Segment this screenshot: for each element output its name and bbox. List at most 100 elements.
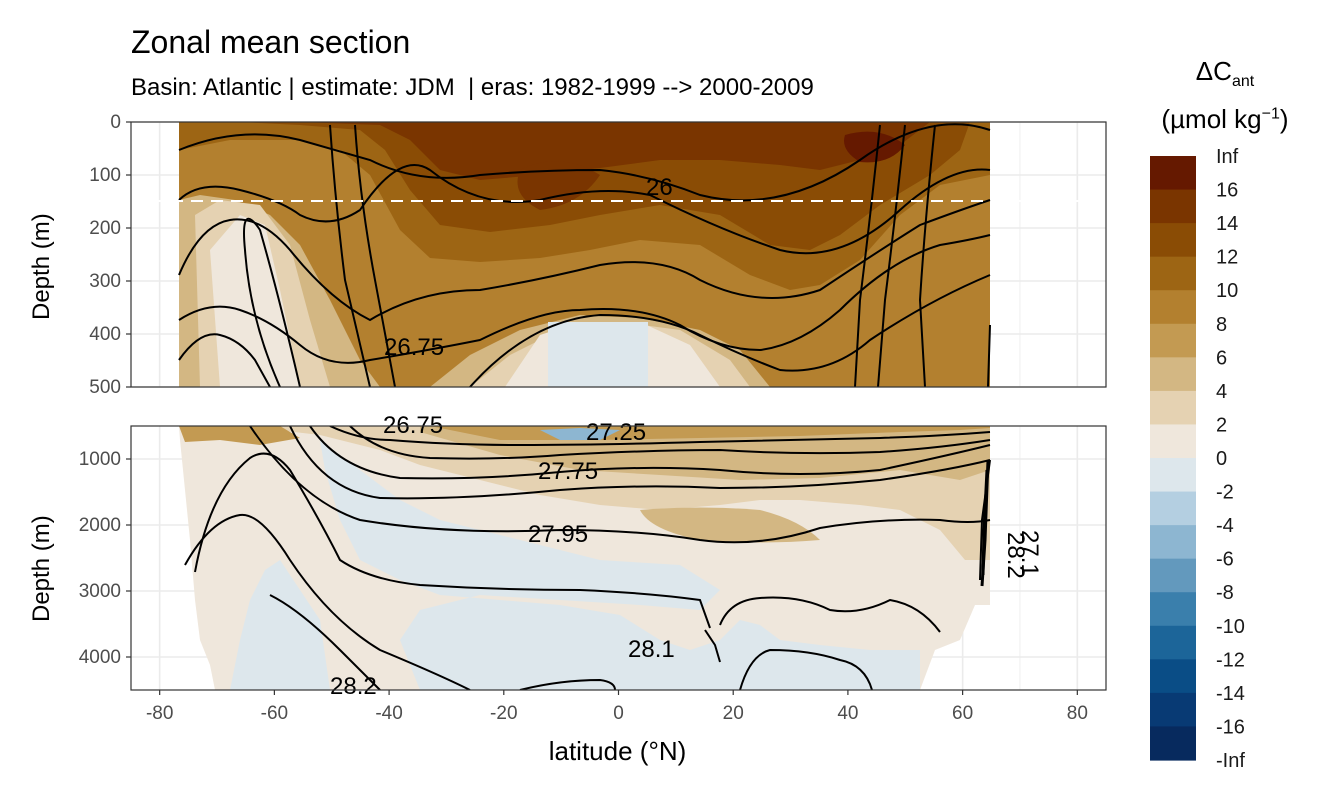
legend-label-11: -4	[1216, 515, 1234, 537]
legend-swatch-4	[1150, 290, 1196, 325]
isopycnal-upper-2	[178, 164, 991, 255]
isopycnal-lower-15	[981, 469, 989, 576]
legend-swatch-11	[1150, 525, 1196, 560]
isopycnal-upper-5	[178, 333, 271, 387]
legend-swatch-3	[1150, 256, 1196, 291]
chart-subtitle: Basin: Atlantic | estimate: JDM | eras: …	[131, 74, 814, 101]
field-lower-band-neg	[540, 428, 620, 440]
panel-lower-isopycnals	[184, 426, 991, 690]
isopycnal-upper-9	[354, 124, 396, 387]
field-upper-patch-1	[517, 161, 600, 210]
legend-label-8: 2	[1216, 414, 1227, 436]
panel-upper-border	[130, 121, 1107, 388]
x-tick-label-3: -20	[490, 703, 517, 724]
legend-unit-pre: (µmol kg	[1161, 104, 1262, 134]
y-tick-label-0-0: 0	[110, 112, 121, 133]
legend-label-10: -2	[1216, 482, 1234, 504]
contour-label-26-75-upper: 26.75	[384, 334, 444, 361]
y-tick-label-0-2: 200	[89, 218, 121, 239]
legend-swatch-16	[1150, 692, 1196, 728]
legend-label-4: 10	[1216, 280, 1238, 302]
x-tick-label-8: 80	[1067, 703, 1088, 724]
isopycnal-upper-11	[877, 124, 906, 387]
legend-label-3: 12	[1216, 247, 1238, 269]
x-tick-label-6: 40	[837, 703, 858, 724]
legend-label-5: 8	[1216, 314, 1227, 336]
legend-label-17: -16	[1216, 716, 1245, 738]
field-lower-band-0-mid	[320, 440, 920, 690]
isopycnal-lower-1	[329, 426, 991, 447]
legend-title-main: ΔC	[1195, 56, 1232, 86]
panel-upper: 26 26.75	[130, 121, 1107, 388]
contour-label-27-25: 27.25	[586, 419, 646, 446]
isopycnal-lower-11	[739, 648, 873, 690]
y-tick-label-0-1: 100	[89, 165, 121, 186]
legend-label-1: 16	[1216, 180, 1238, 202]
legend-swatch-5	[1150, 323, 1196, 358]
x-tick-label-1: -60	[261, 703, 288, 724]
y-tick-label-0-3: 300	[89, 271, 121, 292]
legend-label-18: -Inf	[1216, 750, 1245, 772]
field-upper-band-16	[300, 122, 930, 180]
legend-label-13: -8	[1216, 582, 1234, 604]
legend-swatch-9	[1150, 458, 1196, 493]
y-tick-label-1-1: 2000	[79, 515, 121, 536]
isopycnal-upper-8	[329, 124, 371, 387]
x-tick-label-4: 0	[613, 703, 624, 724]
contour-label-28-2-right: 28.2	[1002, 532, 1029, 579]
legend-swatch-7	[1150, 390, 1196, 426]
chart-title: Zonal mean section	[131, 24, 411, 60]
contour-label-26: 26	[646, 174, 673, 201]
isopycnal-upper-3	[178, 199, 991, 322]
isopycnal-lower-7	[184, 513, 471, 690]
isopycnal-lower-3	[309, 426, 991, 480]
isopycnal-upper-10	[854, 124, 881, 387]
panel-lower-field	[179, 426, 990, 690]
field-upper-patch-2	[844, 131, 905, 163]
isopycnal-lower-2	[349, 426, 991, 460]
x-tick-label-7: 60	[952, 703, 973, 724]
y-tick-label-0-5: 500	[89, 377, 121, 398]
x-axis-label: latitude (°N)	[548, 736, 687, 766]
legend-label-0: Inf	[1216, 146, 1239, 168]
legend-label-7: 4	[1216, 381, 1227, 403]
legend-unit-post: )	[1279, 104, 1289, 134]
contour-label-27-95: 27.95	[528, 521, 588, 548]
y-tick-label-1-2: 3000	[79, 581, 121, 602]
isopycnal-lower-5	[249, 426, 991, 544]
isopycnal-upper-12	[918, 124, 936, 387]
isopycnal-upper-13	[987, 324, 991, 387]
legend-unit: (µmol kg−1)	[1145, 104, 1305, 135]
isopycnal-upper-7	[243, 217, 301, 387]
legend-swatch-17	[1150, 726, 1196, 761]
field-lower-band-0-left	[230, 560, 330, 690]
legend-swatch-15	[1150, 659, 1196, 694]
legend-swatch-6	[1150, 357, 1196, 392]
isopycnal-lower-9	[719, 596, 941, 633]
legend-label-16: -14	[1216, 683, 1245, 705]
legend: Inf 16 14 12 10 8 6 4 2 0 -2 -4 -6 -8 -10 -12 -14 -16 -Inf	[1150, 146, 1245, 772]
legend-label-15: -12	[1216, 649, 1245, 671]
isopycnal-lower-12	[519, 678, 616, 690]
legend-swatch-8	[1150, 424, 1196, 459]
y-tick-label-1-0: 1000	[79, 449, 121, 470]
isopycnal-lower-8	[269, 594, 381, 690]
contour-label-27-75: 27.75	[538, 458, 598, 485]
contour-label-28-2: 28.2	[330, 673, 377, 700]
legend-swatch-0	[1150, 156, 1196, 191]
legend-swatch-10	[1150, 491, 1196, 526]
legend-swatch-13	[1150, 592, 1196, 627]
isopycnal-lower-4	[289, 426, 991, 500]
legend-title: ΔCant	[1145, 56, 1305, 91]
x-tick-label-0: -80	[146, 703, 173, 724]
legend-swatch-2	[1150, 223, 1196, 258]
isopycnal-lower-10	[704, 629, 721, 663]
isopycnal-lower-6	[194, 452, 711, 629]
panel-upper-field	[179, 122, 990, 387]
contour-label-28-1: 28.1	[628, 636, 675, 663]
isopycnal-upper-4	[178, 234, 991, 364]
field-upper-band-0-mid	[548, 322, 648, 387]
isopycnal-upper-1	[178, 123, 991, 202]
